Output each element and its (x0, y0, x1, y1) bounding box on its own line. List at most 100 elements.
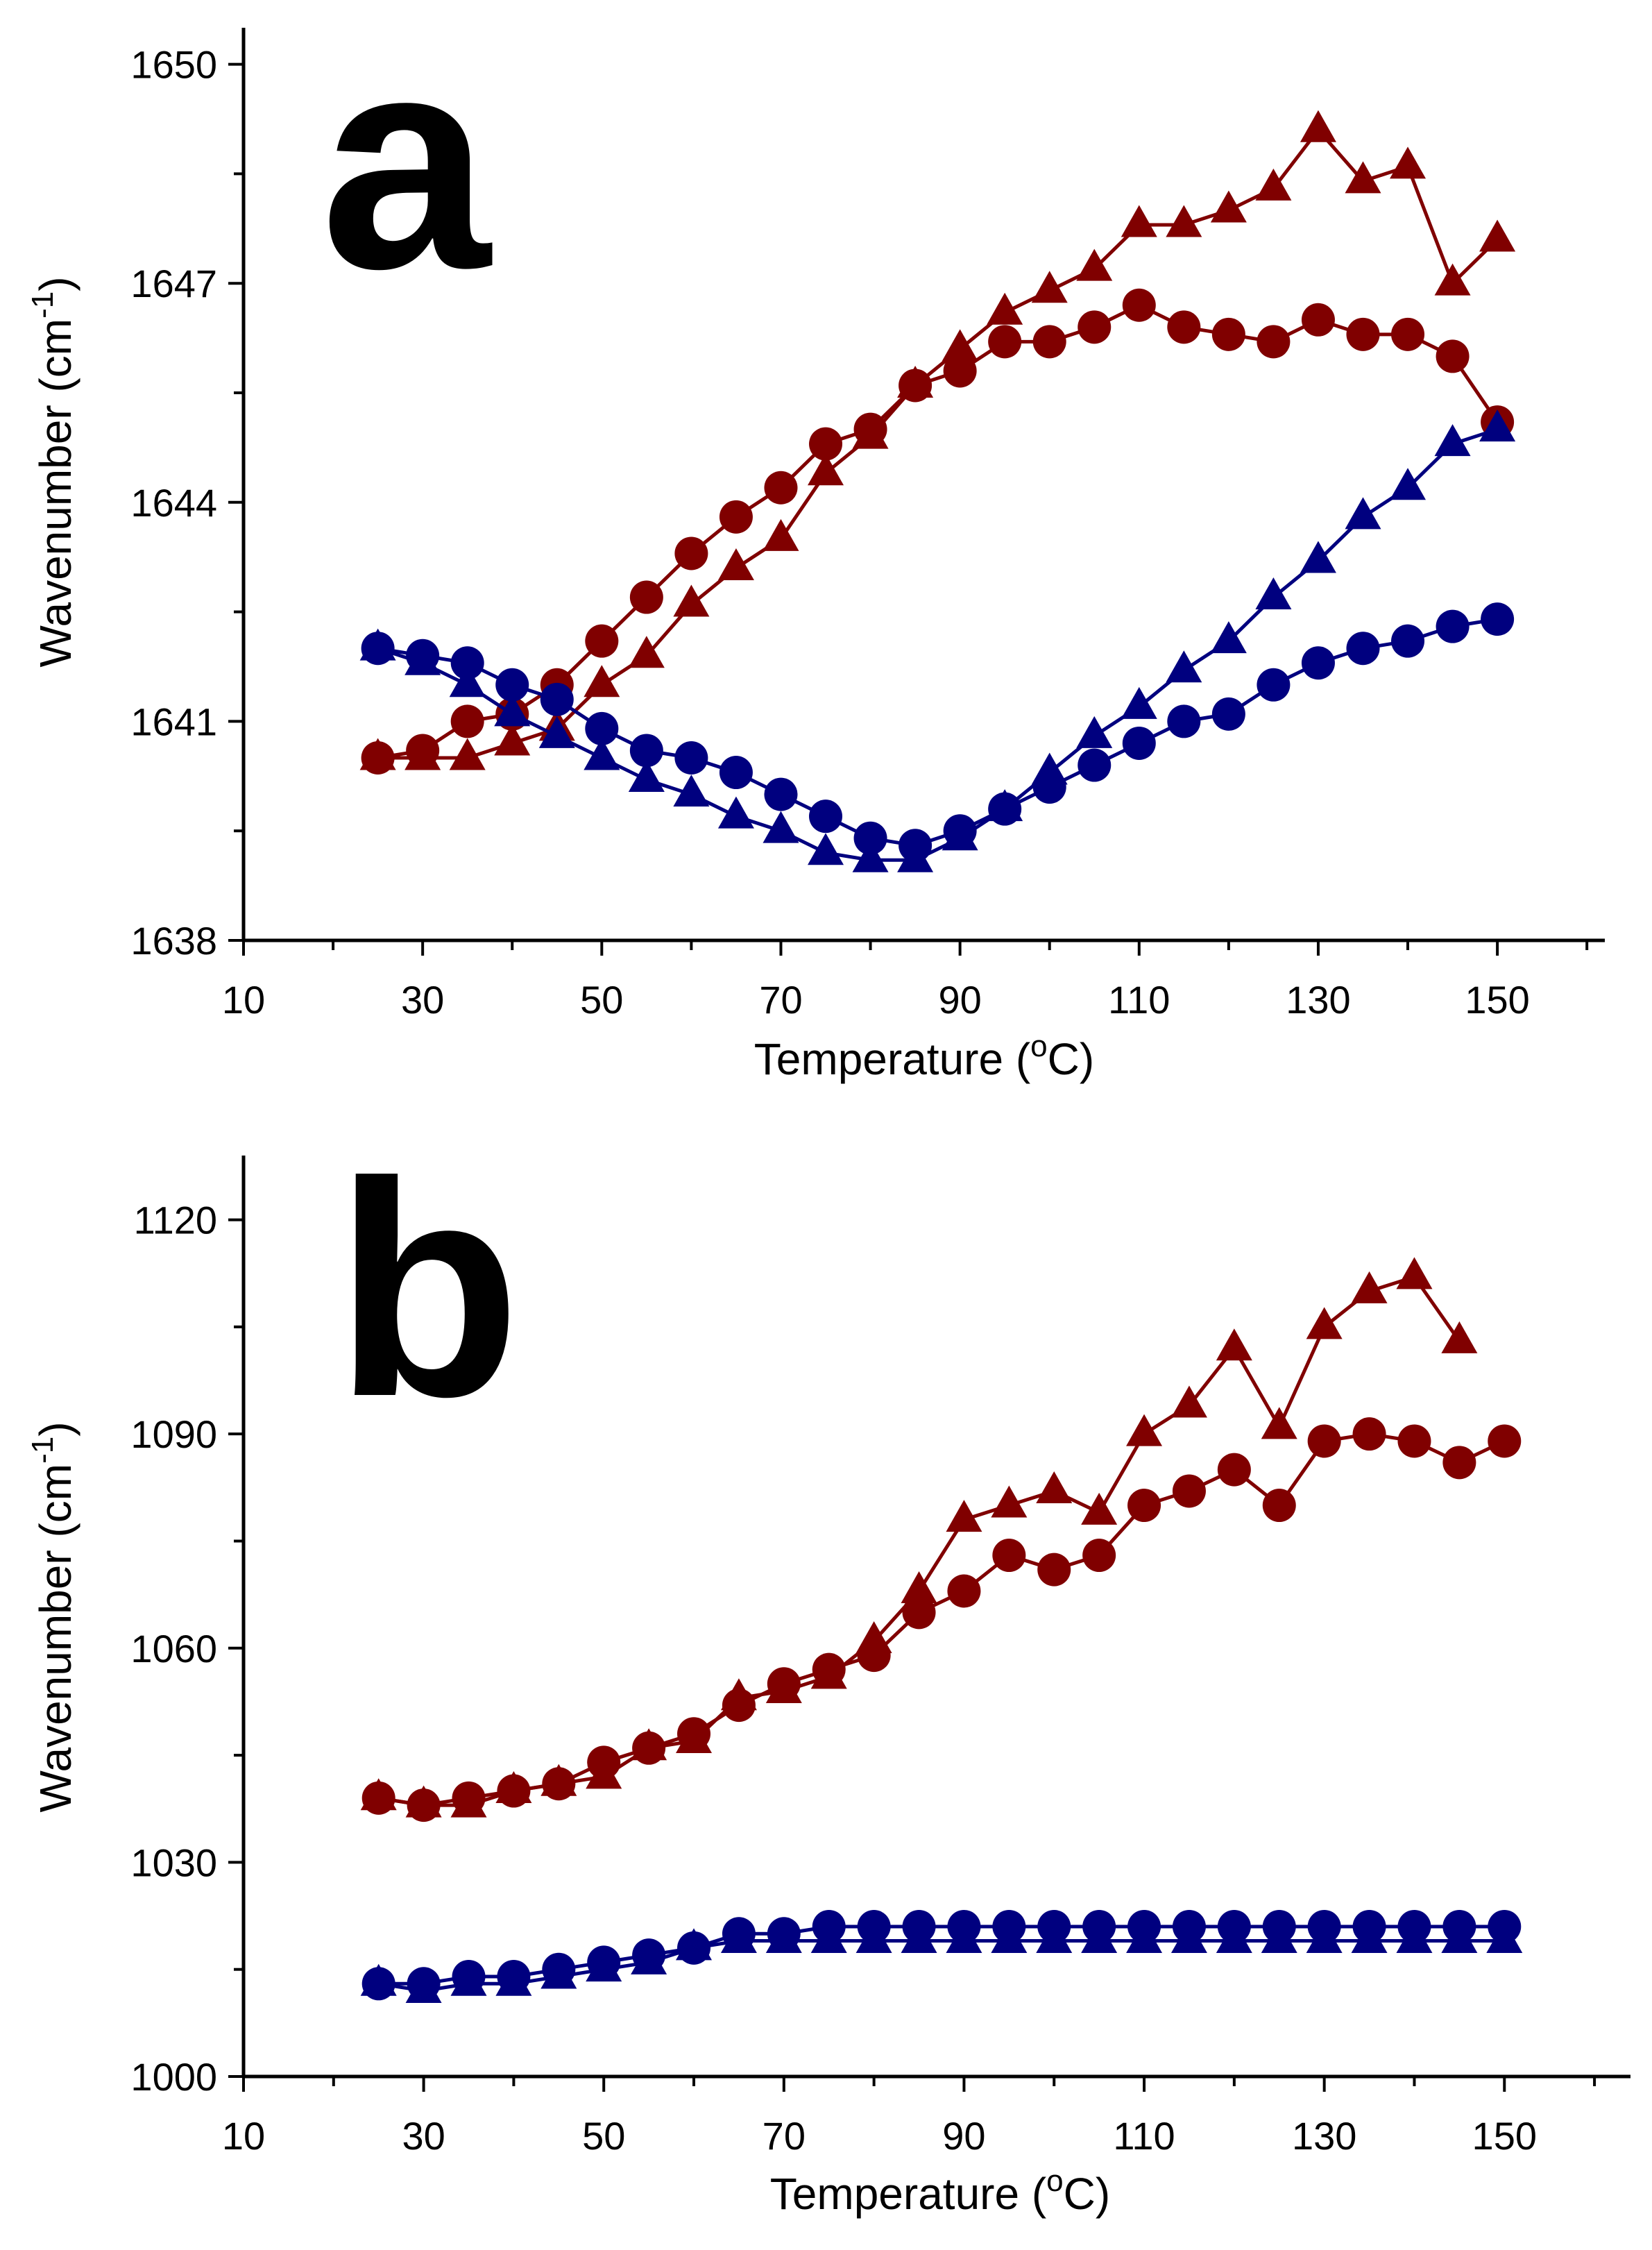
panel-a-red-circles-point (1436, 339, 1470, 373)
panel-a-blue-triangles-point (1255, 577, 1292, 610)
panel-a-blue-triangles-point (1166, 650, 1202, 683)
panel-a-blue-circles-point (495, 668, 529, 702)
panel-b-red-triangles-point (1441, 1321, 1478, 1353)
panel-a-red-circles-point (764, 471, 798, 505)
panel-b-series-red-circles (361, 1417, 1522, 1822)
panel-a-x-tick-label: 70 (759, 978, 802, 1022)
panel-a-x-tick-label: 90 (938, 978, 981, 1022)
panel-b: b 10 30 50 70 90 110 130 1501000103010601090112… (26, 1119, 1630, 2219)
panel-b-red-triangles-point (1126, 1414, 1163, 1446)
panel-a-blue-circles-point (1301, 646, 1335, 680)
panel-a-red-circles-point (1301, 303, 1335, 337)
panel-a-blue-triangles-point (1300, 541, 1336, 573)
panel-a-blue-triangles-point (628, 760, 665, 793)
panel-a-series-layer (359, 110, 1516, 872)
panel-a-red-circles-point (1167, 310, 1201, 344)
panel-a-blue-triangles-point (1434, 424, 1471, 457)
panel-b-blue-circles-point (407, 1967, 441, 2001)
panel-b-red-circles-point (1442, 1446, 1476, 1480)
panel-b-x-tick-label: 110 (1113, 2114, 1175, 2158)
panel-a-blue-circles-point (1481, 602, 1515, 636)
panel-a-red-triangles-point (808, 453, 844, 486)
panel-a-red-triangles-point (673, 584, 710, 617)
panel-a-red-circles-point (943, 354, 977, 388)
panel-b-blue-circles-point (1082, 1909, 1116, 1943)
panel-a-red-triangles-point (1255, 168, 1292, 201)
panel-a-red-triangles-point (1166, 205, 1202, 237)
panel-a-red-circles-point (1211, 317, 1245, 351)
panel-a-x-tick-label: 110 (1108, 978, 1170, 1022)
panel-b-red-triangles-point (901, 1571, 937, 1603)
panel-b-blue-circles-point (1397, 1909, 1431, 1943)
panel-a-blue-triangles-point (852, 840, 889, 872)
panel-b-red-circles-point (587, 1745, 621, 1779)
panel-b-x-tick-label: 70 (763, 2114, 806, 2158)
panel-b-blue-circles-point (992, 1909, 1026, 1943)
panel-a-red-triangles-point (717, 548, 754, 580)
panel-a-blue-circles-point (1078, 748, 1112, 782)
panel-b-red-triangles-point (1261, 1407, 1297, 1439)
panel-a-red-triangles-point (1390, 146, 1427, 179)
panel-b-blue-circles-point (497, 1959, 531, 1993)
panel-a-series-blue-circles (361, 602, 1515, 863)
panel-b-red-triangles-point (1216, 1328, 1252, 1361)
panel-b-x-tick-label: 30 (402, 2114, 445, 2158)
panel-b-red-circles-point (1037, 1553, 1071, 1587)
panel-b-x-tick-label: 150 (1472, 2114, 1537, 2158)
panel-a-blue-circles-point (899, 829, 933, 863)
panel-a-axes (241, 28, 1605, 942)
panel-b-blue-circles-point (587, 1945, 621, 1979)
panel-a-blue-circles-point (674, 741, 708, 775)
panel-a-red-triangles-point (628, 636, 665, 668)
panel-a-red-circles-point (450, 704, 484, 738)
panel-a-blue-triangles-point (449, 665, 486, 697)
panel-a-blue-circles-point (1032, 770, 1066, 804)
panel-a-blue-circles-point (1257, 668, 1291, 702)
panel-b-y-tick-label: 1030 (130, 1841, 217, 1884)
panel-a-red-circles-point (1346, 317, 1380, 351)
panel-a-red-circles-point (406, 734, 440, 768)
panel-a-red-triangles-point (1121, 205, 1157, 237)
panel-a-y-axis-title: Wavenumber (cm-1) (26, 276, 80, 667)
panel-a-blue-triangles-point (494, 694, 531, 727)
panel-b-y-tick-label: 1000 (130, 2055, 217, 2099)
panel-b-red-circles-point (677, 1717, 711, 1751)
panel-b-blue-circles-point (1262, 1909, 1296, 1943)
panel-a-blue-circles-point (1122, 726, 1156, 760)
panel-a-red-circles-point (1257, 325, 1291, 359)
panel-a-blue-triangles-point (763, 811, 799, 843)
panel-a-blue-triangles-point (584, 738, 620, 770)
panel-b-red-circles-point (1488, 1424, 1522, 1458)
panel-a-blue-circles-point (361, 632, 395, 666)
panel-b-blue-circles-point (1307, 1909, 1341, 1943)
panel-b-red-circles-point (1307, 1424, 1341, 1458)
panel-a-red-circles-point (899, 369, 933, 403)
panel-a-red-circles-point (719, 500, 753, 534)
panel-b-blue-circles-point (857, 1909, 891, 1943)
panel-b-red-circles-point (1082, 1539, 1116, 1573)
panel-a: a 10 30 50 70 90 110 130 150 1638 1641 1644 1647 165… (26, 0, 1605, 1084)
panel-a-blue-triangles-point (538, 716, 575, 748)
panel-a-series-red-circles (361, 288, 1515, 775)
panel-a-blue-circles-point (809, 800, 843, 834)
panel-a-red-circles-point (809, 427, 843, 461)
panel-a-x-tick-label: 10 (222, 978, 265, 1022)
panel-a-blue-circles-point (1346, 632, 1380, 666)
panel-b-red-circles-point (1352, 1417, 1386, 1451)
panel-a-blue-triangles-point (1121, 686, 1157, 719)
panel-a-blue-triangles-point (1076, 716, 1113, 748)
panel-b-y-axis-title: Wavenumber (cm-1) (26, 1421, 80, 1812)
panel-a-blue-triangles-point (717, 796, 754, 829)
panel-a-red-triangles-point (1300, 110, 1336, 142)
panel-a-red-triangles-point (449, 738, 486, 770)
panel-b-red-circles-point (767, 1667, 801, 1701)
panel-a-red-triangles-point (1031, 271, 1068, 303)
panel-a-blue-circles-point (764, 777, 798, 811)
panel-a-blue-circles-point (585, 711, 619, 745)
panel-b-red-circles-point (992, 1539, 1026, 1573)
panel-b-x-tick-label: 50 (582, 2114, 625, 2158)
panel-a-blue-circles-point (853, 821, 887, 855)
panel-b-red-circles-point (407, 1788, 441, 1822)
